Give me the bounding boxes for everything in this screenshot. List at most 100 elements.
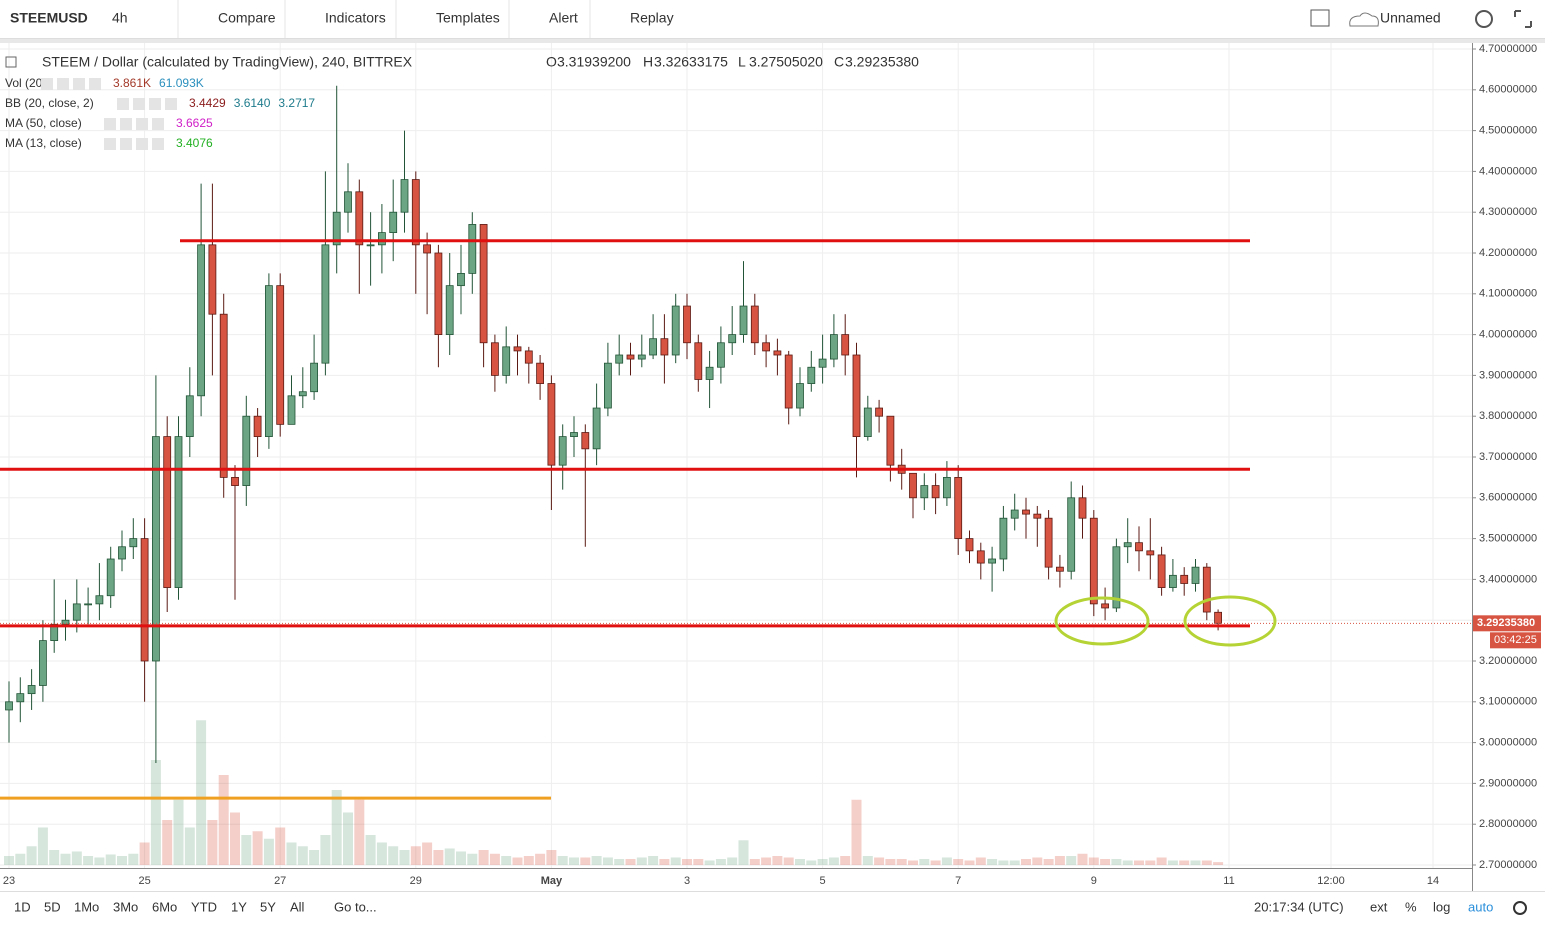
range-button[interactable]: 5D [44,899,61,914]
volume-bar [433,850,444,865]
candle-body [276,285,285,425]
toolbar-button[interactable]: Replay [630,10,674,26]
scale-option[interactable]: ext [1370,899,1388,914]
bottom-bar-bg [0,892,1545,926]
candle-body [1214,611,1222,624]
volume-bar [184,827,195,865]
indicator-control[interactable] [89,78,101,90]
toolbar-button[interactable]: Indicators [325,10,386,26]
volume-bar [173,799,184,865]
scale-option[interactable]: log [1433,899,1450,914]
y-tick-label: 4.20000000 [1479,247,1537,259]
interval[interactable]: 4h [112,10,128,26]
range-button[interactable]: 1Mo [74,899,99,914]
scale-option[interactable]: auto [1468,899,1493,914]
range-button[interactable]: All [290,899,305,914]
volume-bar [410,846,421,865]
indicator-control[interactable] [136,118,148,130]
symbol[interactable]: STEEMUSD [10,10,88,26]
cloud-icon [1349,12,1379,27]
toolbar-button[interactable]: Templates [436,10,500,26]
candle-body [999,517,1008,560]
volume-bar [309,850,320,865]
candle-body [185,395,194,437]
volume-bar [37,827,48,865]
layout-name[interactable]: Unnamed [1380,10,1441,26]
candle-body [852,354,861,437]
settings-icon[interactable] [1475,10,1493,28]
indicator-control[interactable] [73,78,85,90]
x-tick-label: 25 [138,875,150,887]
indicator-control[interactable] [165,98,177,110]
volume-bar [456,851,466,865]
range-button[interactable]: 6Mo [152,899,177,914]
candle-body [909,472,917,499]
range-button[interactable]: 3Mo [113,899,138,914]
candle-body [355,191,364,246]
indicator-value: 3.2717 [278,96,315,110]
volume-bar [297,846,308,865]
range-button[interactable]: 1D [14,899,31,914]
indicator-name: MA (50, close) [5,116,82,130]
volume-bar [1134,860,1144,865]
candle-body [671,305,680,356]
indicator-control[interactable] [104,138,116,150]
scale-option[interactable]: % [1405,899,1417,914]
indicator-control[interactable] [120,118,132,130]
indicator-control[interactable] [133,98,145,110]
candle-body [694,342,703,380]
candle-body [287,395,296,425]
range-button[interactable]: 5Y [260,899,276,914]
indicator-control[interactable] [152,138,164,150]
candle-body [1123,542,1132,548]
candle-body [762,342,770,352]
candle-body [84,603,92,606]
candle-body [1146,550,1155,556]
toolbar-button[interactable]: Compare [218,10,276,26]
indicator-control[interactable] [117,98,129,110]
indicator-control[interactable] [120,138,132,150]
candle-body [502,346,511,376]
ohlc-value: 3.32633175 [654,54,728,70]
x-tick-label: May [541,875,563,887]
range-button[interactable]: 1Y [231,899,247,914]
indicator-control[interactable] [57,78,69,90]
toolbar-bg [0,0,1545,38]
volume-bar [489,853,500,865]
volume-bar [795,859,805,865]
fullscreen-icon[interactable] [1514,10,1532,28]
volume-bar [636,857,647,865]
candle-body [1010,509,1019,519]
x-tick-label: 9 [1091,875,1097,887]
candle-body [592,407,601,450]
indicator-control[interactable] [104,118,116,130]
volume-bar [659,859,670,865]
volume-bar [1190,860,1201,865]
candle-body [1135,542,1143,552]
indicator-control[interactable] [149,98,161,110]
y-tick-label: 3.00000000 [1479,737,1537,749]
settings-icon[interactable] [1513,901,1527,915]
volume-bar [501,856,512,865]
indicator-control[interactable] [136,138,148,150]
volume-bar [1054,856,1065,865]
toolbar-button[interactable]: Alert [549,10,578,26]
range-button[interactable]: YTD [191,899,217,914]
volume-bar [828,857,839,865]
volume-bar [840,856,851,865]
x-tick-label: 29 [410,875,422,887]
candle-body [705,366,714,380]
candle-body [174,436,183,588]
volume-bar [614,859,625,865]
indicator-control[interactable] [41,78,53,90]
y-tick-label: 3.20000000 [1479,655,1537,667]
candle-body [332,211,341,246]
layout-icon[interactable] [1310,9,1330,27]
candle-body [298,391,307,397]
goto-button[interactable]: Go to... [334,899,377,914]
candle-body [875,407,883,417]
y-tick-label: 4.70000000 [1479,43,1537,55]
candle-body [95,595,104,605]
indicator-control[interactable] [152,118,164,130]
volume-bar [478,850,489,865]
